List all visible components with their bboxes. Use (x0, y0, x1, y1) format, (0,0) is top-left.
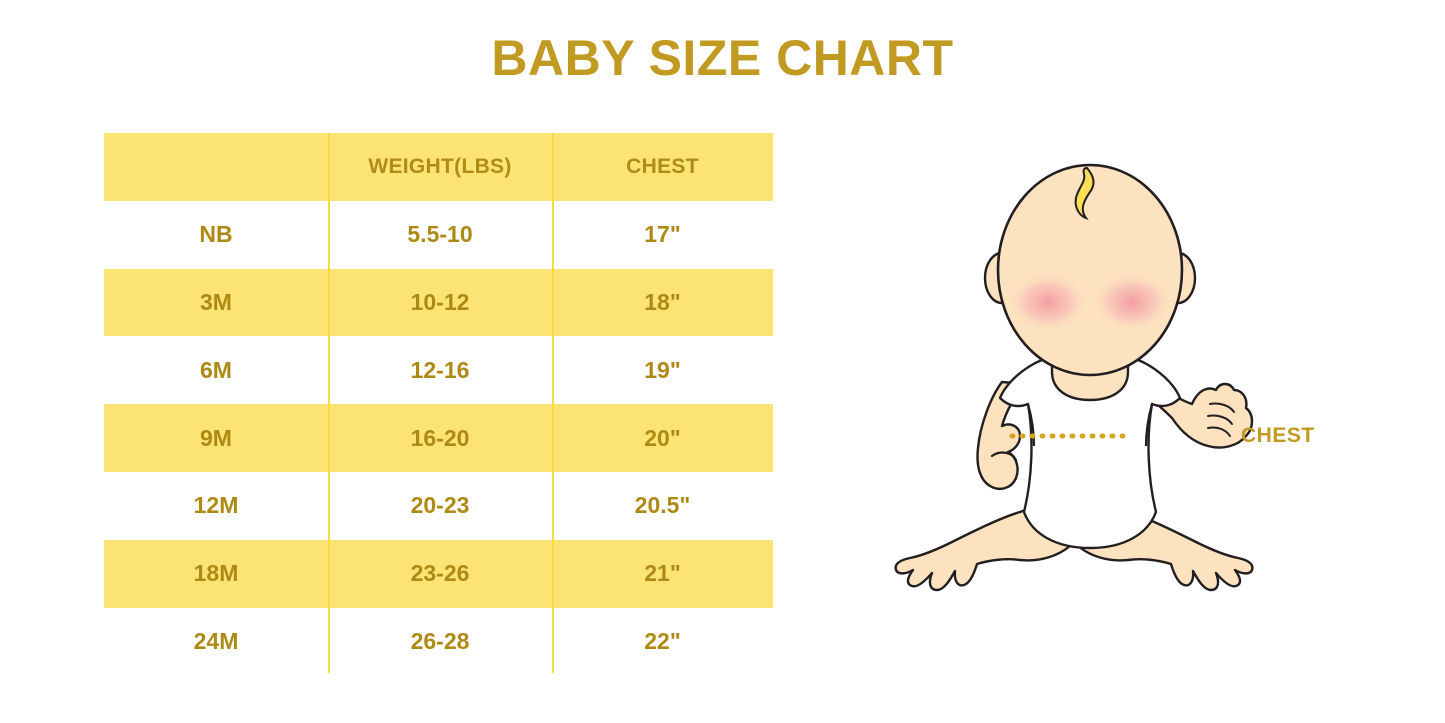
cell-chest: 20.5" (634, 492, 691, 519)
table-row: 3M 10-12 18" (104, 268, 773, 337)
table-header-row: WEIGHT(LBS) CHEST (104, 133, 773, 201)
cell-chest: 21" (644, 560, 681, 587)
cell-weight: 10-12 (410, 288, 470, 315)
left-cheek-blush (1008, 272, 1088, 332)
table-row: 12M 20-23 20.5" (104, 471, 773, 540)
right-hand-finger-line-3 (1207, 426, 1231, 437)
left-arm-shape (976, 380, 1028, 490)
table-row: 18M 23-26 21" (104, 539, 773, 608)
cell-chest: 18" (644, 288, 681, 315)
right-hand-finger-line-2 (1207, 414, 1233, 425)
cell-weight: 20-23 (410, 492, 470, 519)
cell-weight: 26-28 (410, 627, 470, 654)
table-row: 24M 26-28 22" (104, 607, 773, 676)
baby-onesie-group (998, 350, 1182, 550)
cell-chest: 17" (644, 221, 681, 248)
baby-illustration (880, 150, 1300, 600)
table-row: 6M 12-16 19" (104, 336, 773, 405)
onesie-left-sleeve-seam (1026, 403, 1036, 447)
cell-size: NB (199, 221, 233, 248)
hair-curl-icon (1074, 166, 1095, 220)
onesie-right-sleeve-seam (1144, 403, 1154, 447)
onesie-shape (998, 350, 1182, 550)
cell-weight: 12-16 (410, 356, 470, 383)
cell-chest: 22" (644, 627, 681, 654)
cell-weight: 5.5-10 (407, 221, 473, 248)
table-row: NB 5.5-10 17" (104, 200, 773, 269)
cell-size: 3M (200, 288, 232, 315)
cell-size: 18M (193, 560, 239, 587)
chest-label: CHEST (1241, 424, 1315, 447)
baby-head-group (983, 163, 1197, 402)
header-cell-weight: WEIGHT(LBS) (368, 154, 512, 178)
left-hand-fingers (990, 451, 1018, 462)
head-shape (996, 163, 1184, 377)
cell-weight: 23-26 (410, 560, 470, 587)
cell-size: 9M (200, 424, 232, 451)
cell-size: 24M (193, 627, 239, 654)
table-row: 9M 16-20 20" (104, 404, 773, 472)
header-cell-chest: CHEST (626, 154, 699, 178)
cell-weight: 16-20 (410, 424, 470, 451)
page-title: BABY SIZE CHART (491, 30, 954, 86)
cell-size: 6M (200, 356, 232, 383)
size-chart-table: WEIGHT(LBS) CHEST NB 5.5-10 17" 3M 10-12… (104, 133, 773, 676)
cell-size: 12M (193, 492, 239, 519)
right-hand-finger-line-1 (1209, 402, 1235, 413)
cell-chest: 20" (644, 424, 681, 451)
cell-chest: 19" (644, 356, 681, 383)
right-cheek-blush (1092, 272, 1172, 332)
